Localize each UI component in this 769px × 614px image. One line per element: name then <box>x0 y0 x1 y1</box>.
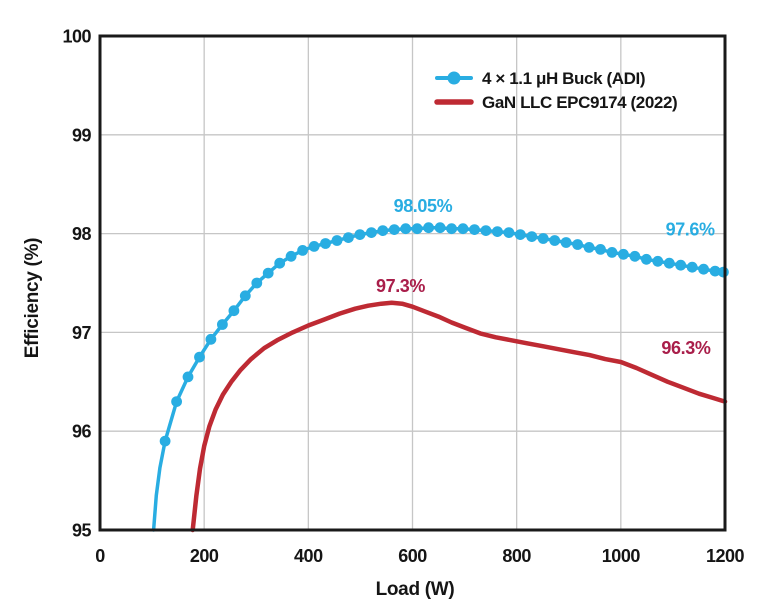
annotation-96.3%: 96.3% <box>661 338 710 358</box>
series-marker <box>411 223 423 235</box>
series-marker <box>354 229 366 241</box>
y-tick-label: 95 <box>72 521 92 541</box>
series-line-2 <box>190 300 728 533</box>
annotation-97.3%: 97.3% <box>376 276 425 296</box>
series-marker <box>377 225 389 237</box>
series-marker <box>400 223 412 235</box>
series-marker <box>274 257 286 269</box>
series-marker <box>549 235 561 246</box>
annotation-98.05%: 98.05% <box>394 196 453 216</box>
series-marker <box>560 237 572 248</box>
series-marker <box>503 227 515 239</box>
series-marker <box>595 244 606 255</box>
series-marker <box>171 396 183 407</box>
y-tick-label: 97 <box>72 323 92 343</box>
series-marker <box>652 255 664 267</box>
series-marker <box>675 259 687 271</box>
series-marker <box>239 290 251 302</box>
x-tick-label: 800 <box>502 546 531 566</box>
series-marker <box>537 233 549 244</box>
series-marker <box>526 231 538 243</box>
legend-label: 4 × 1.1 μH Buck (ADI) <box>482 69 645 88</box>
series-marker <box>514 229 526 241</box>
series-marker <box>159 435 171 447</box>
series-marker <box>423 222 434 234</box>
y-tick-label: 100 <box>62 27 91 47</box>
series-marker <box>641 253 652 265</box>
series-marker <box>343 232 354 244</box>
x-axis-title: Load (W) <box>375 579 455 600</box>
series-marker <box>366 227 377 239</box>
series-marker <box>194 351 205 363</box>
series-marker <box>469 224 480 236</box>
x-tick-label: 1000 <box>602 546 641 566</box>
series-marker <box>251 277 263 289</box>
series-marker <box>718 266 729 278</box>
series-marker <box>583 242 595 253</box>
series-marker <box>606 247 618 258</box>
series-marker <box>320 238 331 249</box>
series-marker <box>572 239 583 250</box>
series-marker <box>182 371 194 383</box>
series-marker <box>205 333 217 345</box>
annotation-97.6%: 97.6% <box>666 220 715 240</box>
series-marker <box>663 257 675 269</box>
plot-border <box>98 34 727 532</box>
series-marker <box>698 263 709 275</box>
series-marker <box>686 261 698 273</box>
series-marker <box>228 305 240 317</box>
series-marker <box>480 225 492 237</box>
legend-label: GaN LLC EPC9174 (2022) <box>482 93 677 112</box>
series-marker <box>709 265 721 277</box>
series-marker <box>492 226 503 238</box>
x-tick-label: 1200 <box>706 546 745 566</box>
x-tick-label: 400 <box>294 546 323 566</box>
legend-swatch-marker <box>447 71 461 85</box>
series-marker <box>217 319 228 330</box>
y-tick-label: 98 <box>72 224 92 244</box>
series-marker <box>285 250 297 262</box>
series-marker <box>297 245 308 256</box>
series-line-1 <box>151 225 726 532</box>
x-tick-label: 0 <box>95 546 105 566</box>
series-marker <box>434 222 446 234</box>
y-tick-label: 96 <box>72 422 92 442</box>
series-marker <box>331 235 343 246</box>
series-marker <box>457 223 469 235</box>
series-marker <box>629 250 641 262</box>
series-marker <box>618 248 629 260</box>
series-marker <box>388 224 400 236</box>
y-tick-label: 99 <box>72 125 92 145</box>
x-tick-label: 600 <box>398 546 427 566</box>
series-marker <box>262 267 274 279</box>
x-tick-label: 200 <box>190 546 219 566</box>
series-marker <box>308 241 320 252</box>
series-marker <box>446 223 457 235</box>
